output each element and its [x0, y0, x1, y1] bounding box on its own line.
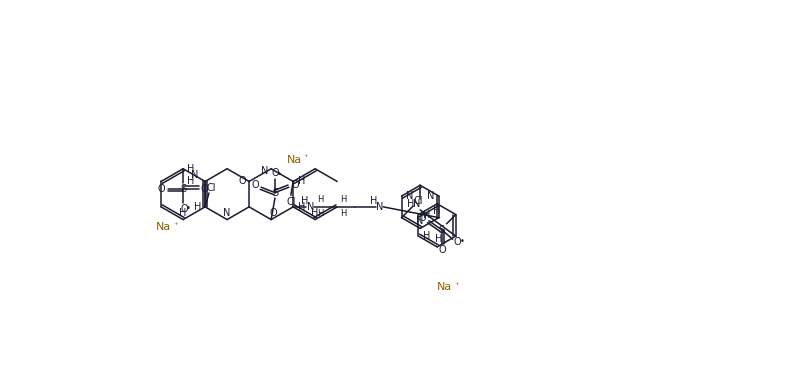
Text: O: O [251, 180, 259, 190]
Text: N: N [413, 199, 421, 209]
Text: H: H [423, 231, 431, 241]
Text: H: H [187, 164, 194, 174]
Text: H: H [298, 176, 306, 186]
Text: Cl: Cl [286, 197, 296, 207]
Text: O: O [419, 213, 427, 223]
Text: H: H [187, 176, 194, 186]
Text: H: H [301, 196, 309, 206]
Text: H: H [433, 207, 441, 217]
Text: N: N [407, 191, 414, 201]
Text: H: H [317, 209, 323, 218]
Text: Na: Na [156, 222, 172, 232]
Text: Cl: Cl [207, 183, 216, 193]
Text: ⁺: ⁺ [455, 281, 460, 290]
Text: S: S [180, 184, 186, 194]
Text: •: • [460, 237, 464, 246]
Text: N: N [376, 202, 384, 212]
Text: O: O [180, 204, 188, 214]
Text: H: H [180, 208, 187, 218]
Text: N: N [307, 202, 314, 212]
Text: Cl: Cl [414, 196, 423, 206]
Text: O: O [438, 245, 446, 255]
Text: O: O [453, 237, 461, 247]
Text: N: N [192, 170, 199, 180]
Text: H: H [311, 208, 319, 218]
Text: O: O [272, 168, 280, 178]
Text: N: N [416, 217, 424, 227]
Text: O: O [158, 184, 165, 194]
Text: ⁺: ⁺ [173, 221, 178, 230]
Text: N: N [224, 208, 231, 218]
Text: H: H [340, 195, 346, 205]
Text: S: S [439, 225, 445, 235]
Text: O: O [238, 176, 246, 186]
Text: N: N [261, 166, 268, 176]
Text: H: H [423, 210, 431, 220]
Text: H: H [195, 202, 202, 212]
Text: •: • [277, 169, 282, 179]
Text: H: H [407, 199, 415, 209]
Text: H: H [435, 234, 443, 244]
Text: H: H [298, 202, 306, 212]
Text: H: H [317, 195, 323, 205]
Text: Na: Na [437, 282, 452, 292]
Text: Na: Na [286, 154, 302, 164]
Text: H: H [340, 209, 346, 218]
Text: O: O [291, 180, 299, 190]
Text: •: • [185, 203, 190, 213]
Text: O: O [269, 208, 277, 218]
Text: O: O [200, 184, 209, 194]
Text: N: N [427, 191, 434, 201]
Text: S: S [272, 188, 278, 198]
Text: H: H [371, 196, 378, 206]
Text: ⁺: ⁺ [303, 154, 308, 163]
